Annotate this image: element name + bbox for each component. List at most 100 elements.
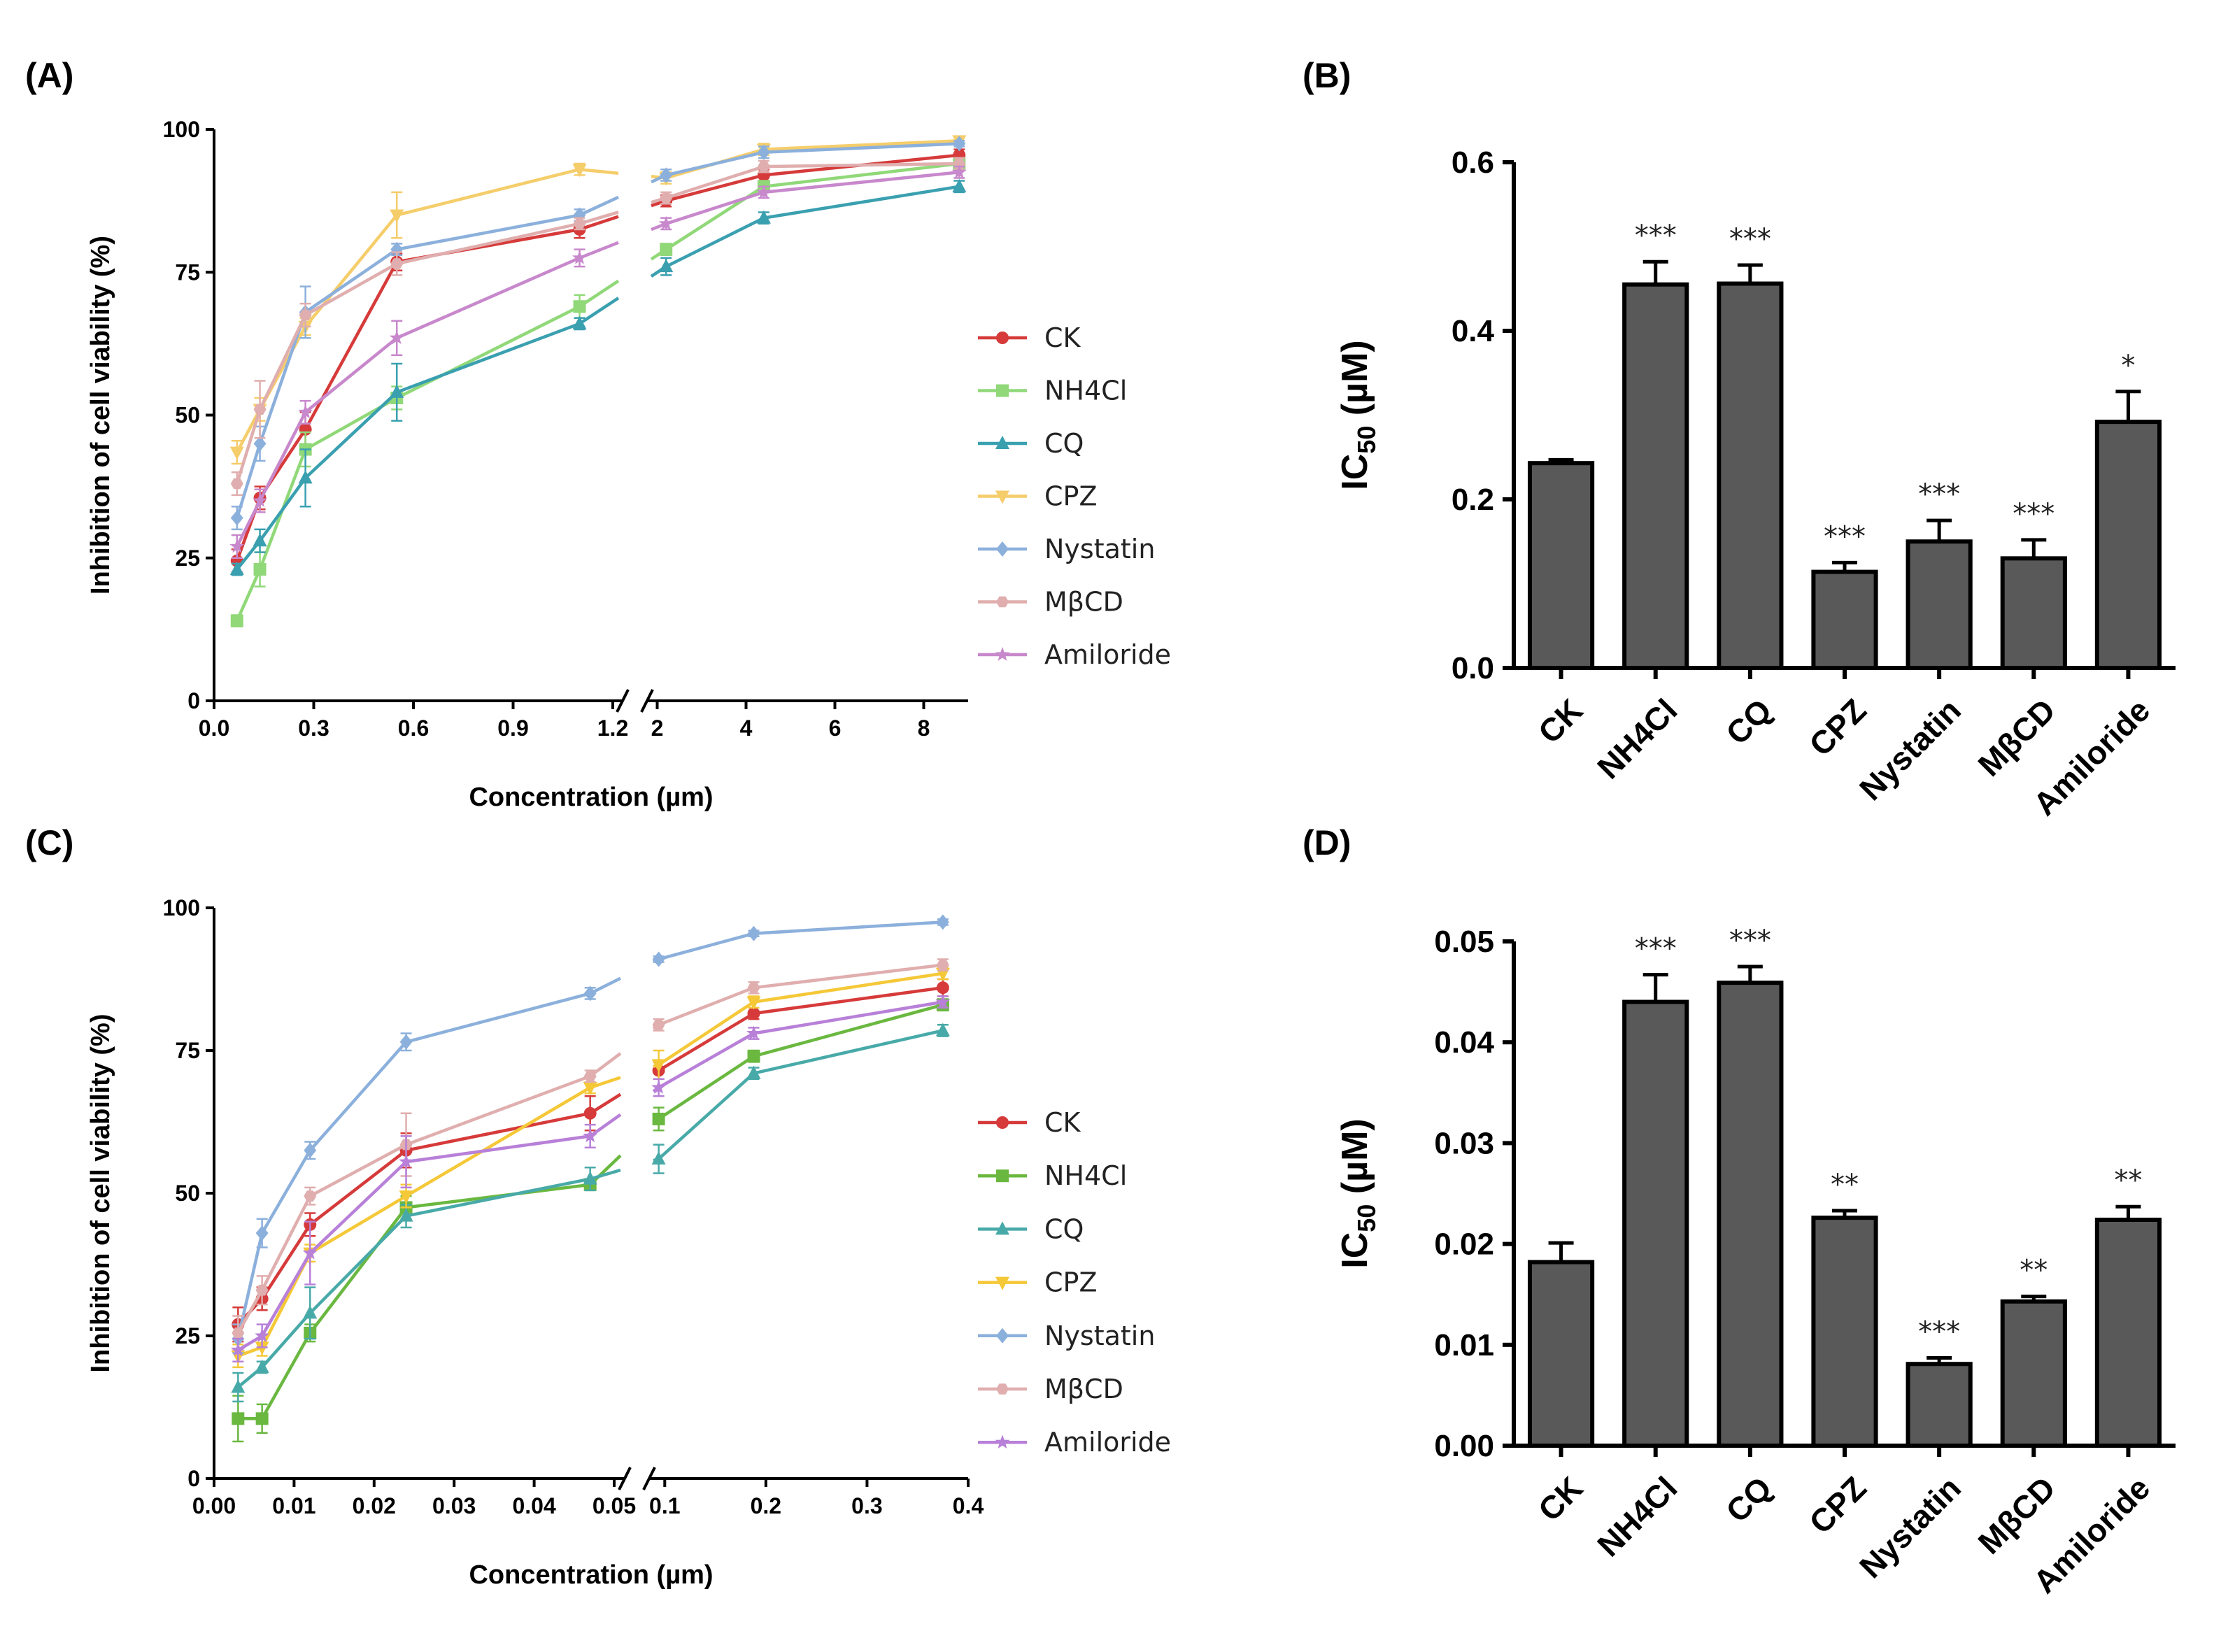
legend-marker <box>996 1327 1009 1344</box>
category-label: MβCD <box>1971 1469 2062 1561</box>
data-point <box>936 981 949 995</box>
series-line <box>235 153 960 562</box>
x-tick-label: 0.03 <box>432 1493 476 1518</box>
y-tick-label: 0.2 <box>1452 483 1494 517</box>
category-label: CPZ <box>1802 1469 1873 1541</box>
y-tick-label: 0.00 <box>1434 1429 1494 1463</box>
series-line <box>238 1003 944 1420</box>
data-point <box>302 1245 318 1260</box>
x-tick-label: 0.01 <box>272 1493 315 1518</box>
y-axis-title: Inhibition of cell viability (%) <box>86 1013 115 1372</box>
data-point <box>573 300 586 313</box>
series-amiloride <box>229 164 967 559</box>
data-point <box>935 994 951 1009</box>
data-point <box>255 1328 270 1342</box>
category-label: NH4Cl <box>1590 692 1684 785</box>
series-line <box>235 139 960 453</box>
axis-break-mark <box>642 1467 656 1490</box>
data-point <box>229 539 245 553</box>
data-point <box>951 164 967 179</box>
data-point <box>399 1190 413 1204</box>
data-point <box>757 144 770 160</box>
legend-marker <box>995 1276 1009 1290</box>
legend-label: NH4Cl <box>1044 1160 1127 1191</box>
y-tick-label: 0.01 <box>1434 1328 1494 1362</box>
category-label: Nystatin <box>1852 692 1968 807</box>
legend-label: MβCD <box>1044 587 1123 618</box>
x-tick-label: 0.3 <box>851 1493 882 1518</box>
y-tick-label: 50 <box>175 1181 200 1206</box>
data-point <box>747 1050 760 1063</box>
x-tick-label: 8 <box>918 715 930 741</box>
data-point <box>255 1359 269 1373</box>
data-point <box>230 614 243 627</box>
series-ck <box>230 148 966 574</box>
data-point <box>572 315 587 329</box>
data-point <box>253 563 267 576</box>
data-point <box>756 184 772 199</box>
category-label: MβCD <box>1971 692 2062 783</box>
data-point <box>747 982 760 993</box>
x-tick-label: 1.2 <box>597 715 628 741</box>
axis-break-mark <box>640 689 654 713</box>
error-bar <box>1642 973 1668 1002</box>
data-point <box>255 1225 269 1241</box>
data-point <box>231 1379 246 1393</box>
data-point <box>651 1059 666 1073</box>
bar-ck <box>1527 1260 1595 1448</box>
bar-mcd <box>2000 556 2067 670</box>
series-line <box>235 162 960 485</box>
category-label: CK <box>1531 692 1590 750</box>
y-axis-title: Inhibition of cell viability (%) <box>86 236 115 594</box>
significance-label: *** <box>1635 933 1677 965</box>
data-point <box>651 1151 666 1165</box>
x-tick-label: 2 <box>651 715 664 741</box>
panel-label-a: (A) <box>25 56 73 95</box>
y-tick-label: 0.6 <box>1452 145 1494 180</box>
bar-chart-b: 0.0 0.2 0.4 0.6 CK *** NH4Cl *** CQ *** CPZ *** Nyst… <box>1335 145 2176 823</box>
y-tick-label: 100 <box>163 895 200 920</box>
data-point <box>583 1106 597 1120</box>
legend-entry: Amiloride <box>978 1427 1171 1458</box>
legend-label: CK <box>1044 322 1081 353</box>
legend-marker <box>996 384 1009 397</box>
series-nh4cl <box>232 998 949 1443</box>
x-tick-label: 0.1 <box>649 1493 680 1518</box>
significance-label: *** <box>1824 520 1866 553</box>
x-tick-label: 0.9 <box>497 715 528 741</box>
bar-chart-d: 0.00 0.01 0.02 0.03 0.04 0.05 CK *** NH4Cl *** CQ *… <box>1335 925 2176 1600</box>
line-chart-a: 0 25 50 75 100 0.0 0.3 0.6 0.9 1.2 2 4 6 8 Concentrati… <box>86 117 1171 812</box>
data-point <box>229 446 244 460</box>
data-point <box>390 241 404 257</box>
data-point <box>253 493 267 507</box>
legend-marker <box>996 541 1009 557</box>
bar-cq <box>1717 281 1784 670</box>
legend-label: NH4Cl <box>1044 376 1127 406</box>
significance-label: *** <box>1729 925 1771 957</box>
data-point <box>255 1284 269 1296</box>
data-point <box>660 167 673 183</box>
data-point <box>757 161 770 172</box>
data-point <box>952 178 967 192</box>
data-point <box>652 1112 665 1125</box>
data-point <box>572 164 587 178</box>
category-label: CQ <box>1719 692 1779 752</box>
series-amiloride <box>230 994 951 1362</box>
series-cpz <box>229 135 967 465</box>
legend-marker <box>996 1116 1009 1129</box>
data-point <box>583 1128 598 1143</box>
bar-nystatin <box>1906 539 1973 670</box>
legend-label: MβCD <box>1044 1374 1123 1404</box>
error-bar <box>2021 538 2047 559</box>
data-point <box>253 404 267 415</box>
data-point <box>253 533 267 547</box>
bar-cpz <box>1811 569 1878 670</box>
data-point <box>935 1023 950 1037</box>
y-tick-label: 0 <box>187 1466 200 1491</box>
y-axis-title: IC50 (µM) <box>1335 340 1381 490</box>
legend-marker <box>995 1221 1009 1235</box>
data-point <box>299 309 312 321</box>
x-tick-label: 0.05 <box>592 1493 636 1518</box>
x-tick-label: 0.2 <box>751 1493 781 1518</box>
